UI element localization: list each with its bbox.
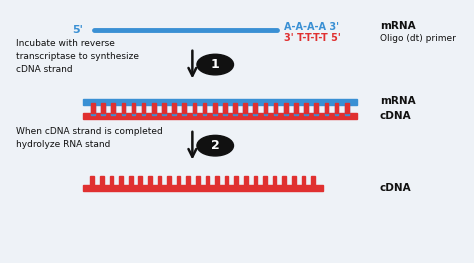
Bar: [264, 103, 267, 113]
Bar: [223, 105, 227, 115]
Bar: [111, 105, 115, 115]
Bar: [182, 103, 186, 113]
Bar: [186, 175, 190, 185]
Bar: [335, 105, 338, 115]
Text: A-A-A-A 3': A-A-A-A 3': [284, 22, 339, 32]
Bar: [335, 103, 338, 113]
Bar: [172, 105, 176, 115]
Bar: [301, 175, 305, 185]
Bar: [91, 103, 95, 113]
Text: When cDNA strand is completed
hydrolyze RNA stand: When cDNA strand is completed hydrolyze …: [17, 127, 163, 149]
Bar: [142, 105, 146, 115]
Text: Oligo (dt) primer: Oligo (dt) primer: [380, 34, 456, 43]
Bar: [284, 103, 288, 113]
Bar: [254, 105, 257, 115]
Text: 2: 2: [211, 139, 219, 152]
Text: 1: 1: [211, 58, 219, 71]
Bar: [192, 105, 196, 115]
Text: cDNA: cDNA: [380, 183, 411, 193]
Text: cDNA: cDNA: [380, 110, 411, 120]
Bar: [254, 175, 257, 185]
Bar: [101, 103, 105, 113]
Text: mRNA: mRNA: [380, 96, 415, 106]
Bar: [294, 105, 298, 115]
Bar: [233, 105, 237, 115]
Bar: [292, 175, 296, 185]
Bar: [138, 175, 142, 185]
Bar: [244, 175, 247, 185]
Bar: [225, 175, 228, 185]
Bar: [263, 175, 267, 185]
Bar: [162, 105, 166, 115]
Bar: [132, 103, 135, 113]
Bar: [182, 105, 186, 115]
Bar: [206, 175, 210, 185]
Bar: [304, 103, 308, 113]
Bar: [129, 175, 133, 185]
Bar: [311, 175, 315, 185]
Bar: [325, 105, 328, 115]
Text: Incubate with reverse
transcriptase to synthesize
cDNA strand: Incubate with reverse transcriptase to s…: [17, 39, 139, 74]
Bar: [314, 103, 318, 113]
Bar: [233, 103, 237, 113]
Bar: [345, 105, 348, 115]
Bar: [345, 103, 348, 113]
Bar: [91, 105, 95, 115]
Bar: [121, 105, 125, 115]
Bar: [83, 185, 323, 191]
Bar: [162, 103, 166, 113]
Bar: [119, 175, 123, 185]
Bar: [148, 175, 152, 185]
Bar: [223, 103, 227, 113]
Bar: [132, 105, 135, 115]
Bar: [196, 175, 200, 185]
Bar: [111, 103, 115, 113]
Text: 3' T-T-T-T 5': 3' T-T-T-T 5': [284, 33, 340, 43]
Bar: [203, 105, 206, 115]
Bar: [177, 175, 181, 185]
Bar: [283, 175, 286, 185]
Bar: [274, 105, 277, 115]
Bar: [109, 175, 113, 185]
Bar: [243, 103, 247, 113]
Bar: [273, 175, 276, 185]
Bar: [158, 175, 161, 185]
Bar: [274, 103, 277, 113]
Circle shape: [197, 135, 234, 156]
Bar: [215, 175, 219, 185]
Bar: [235, 175, 238, 185]
Bar: [152, 103, 155, 113]
Text: 5': 5': [72, 25, 83, 35]
Bar: [314, 105, 318, 115]
Bar: [83, 113, 357, 119]
Bar: [284, 105, 288, 115]
Bar: [121, 103, 125, 113]
Circle shape: [197, 54, 234, 75]
Bar: [167, 175, 171, 185]
Bar: [243, 105, 247, 115]
Bar: [91, 175, 94, 185]
Bar: [172, 103, 176, 113]
Bar: [304, 105, 308, 115]
Bar: [264, 105, 267, 115]
Bar: [203, 103, 206, 113]
Bar: [101, 105, 105, 115]
Bar: [294, 103, 298, 113]
Bar: [213, 103, 217, 113]
Bar: [152, 105, 155, 115]
Bar: [213, 105, 217, 115]
Bar: [325, 103, 328, 113]
Bar: [142, 103, 146, 113]
Bar: [83, 99, 357, 105]
Bar: [254, 103, 257, 113]
Bar: [100, 175, 104, 185]
Bar: [192, 103, 196, 113]
Text: mRNA: mRNA: [380, 22, 415, 32]
